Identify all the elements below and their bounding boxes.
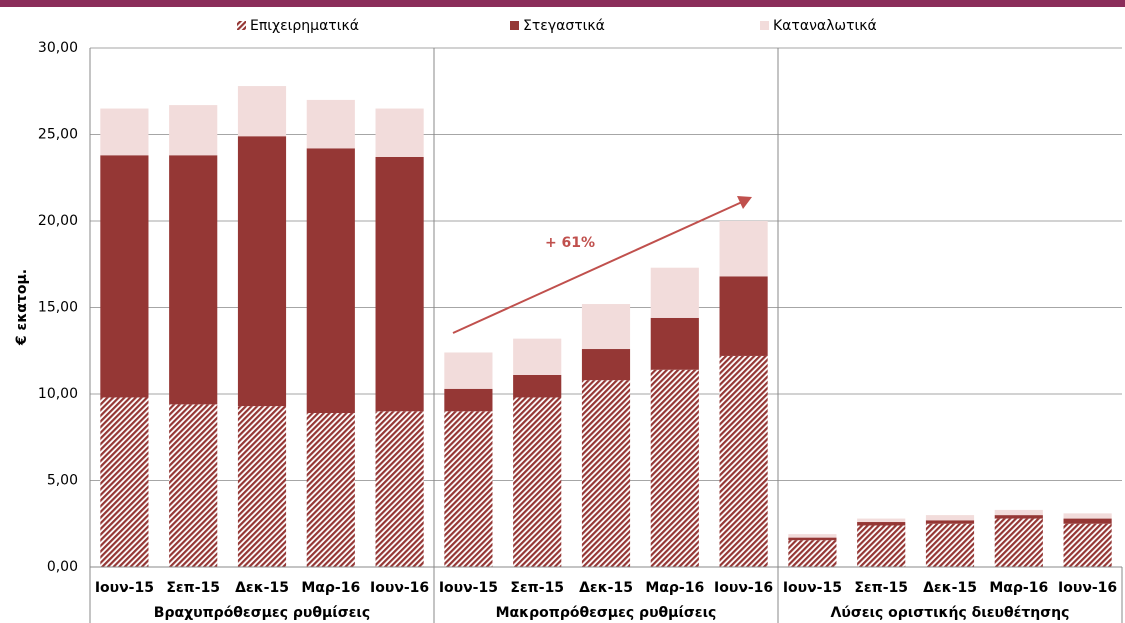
- y-tick-label: 25,00: [38, 127, 78, 143]
- x-tick-label: Σεπ-15: [510, 580, 564, 596]
- legend-swatch: [510, 21, 519, 30]
- x-tick-label: Ιουν-16: [370, 580, 429, 596]
- x-tick-label: Δεκ-15: [579, 580, 633, 596]
- bar-segment: [100, 397, 149, 567]
- bar-segment: [306, 413, 355, 567]
- bar-segment: [719, 355, 768, 567]
- bar-segment: [925, 515, 975, 521]
- bar-segment: [169, 404, 218, 567]
- x-tick-label: Σεπ-15: [166, 580, 220, 596]
- annotation: + 61%: [545, 235, 595, 251]
- group-label: Μακροπρόθεσμες ρυθμίσεις: [496, 605, 717, 621]
- bar-segment: [1063, 523, 1112, 567]
- bar-segment: [237, 86, 287, 137]
- bar-segment: [650, 317, 699, 370]
- legend-swatch: [760, 21, 769, 30]
- arrow-head: [737, 196, 752, 209]
- bar-segment: [375, 411, 424, 567]
- bar-segment: [719, 276, 768, 356]
- bar-segment: [237, 136, 287, 407]
- y-axis-label: € εκατομ.: [14, 269, 30, 346]
- legend-swatch: [237, 21, 246, 30]
- x-tick-label: Ιουν-16: [714, 580, 773, 596]
- x-tick-label: Δεκ-15: [235, 580, 289, 596]
- bar-segment: [581, 349, 631, 381]
- x-tick-label: Ιουν-15: [439, 580, 498, 596]
- top-band: [0, 0, 1125, 7]
- y-tick-label: 0,00: [47, 559, 78, 575]
- bar-segment: [306, 148, 355, 414]
- bar-segment: [581, 380, 631, 567]
- bar-segment: [650, 369, 699, 567]
- trend-arrow: [452, 201, 743, 334]
- x-tick-label: Σεπ-15: [854, 580, 908, 596]
- plot: 0,00 5,00 10,00 15,00 20,00 25,00 30,00 Ιουν-15…: [38, 18, 1123, 623]
- group-label: Βραχυπρόθεσμες ρυθμίσεις: [154, 605, 370, 621]
- bar-segment: [788, 534, 837, 538]
- legend-label: Στεγαστικά: [523, 18, 605, 34]
- bar-segment: [994, 518, 1043, 567]
- bar-segment: [513, 338, 562, 375]
- bar-segment: [375, 108, 424, 157]
- bar-segment: [650, 267, 699, 318]
- legend-label: Επιχειρηματικά: [250, 18, 359, 34]
- bar-segment: [857, 522, 906, 526]
- bar-segment: [513, 374, 562, 398]
- y-tick-label: 10,00: [38, 386, 78, 402]
- bar-segment: [925, 523, 975, 567]
- bar-segment: [994, 515, 1043, 519]
- x-tick-label: Ιουν-15: [783, 580, 842, 596]
- bar-segment: [513, 397, 562, 567]
- y-tick-label: 20,00: [38, 213, 78, 229]
- bar-segment: [788, 540, 837, 567]
- bar-segment: [444, 411, 493, 567]
- bar-segment: [169, 155, 218, 405]
- bar-segment: [100, 108, 149, 156]
- x-tick-label: Ιουν-16: [1058, 580, 1117, 596]
- bar-segment: [1063, 513, 1112, 519]
- bar-segment: [857, 518, 906, 523]
- x-tick-label: Μαρ-16: [989, 580, 1048, 596]
- group-label: Λύσεις οριστικής διευθέτησης: [831, 605, 1070, 621]
- x-tick-label: Μαρ-16: [301, 580, 360, 596]
- x-tick-label: Δεκ-15: [923, 580, 977, 596]
- legend-label: Καταναλωτικά: [773, 18, 877, 34]
- bar-segment: [719, 221, 768, 277]
- y-tick-label: 30,00: [38, 40, 78, 56]
- bar-segment: [788, 537, 837, 541]
- bar-segment: [1063, 518, 1112, 524]
- bar-segment: [169, 105, 218, 156]
- bar-segment: [375, 156, 424, 412]
- bar-segment: [444, 388, 493, 412]
- y-tick-label: 15,00: [38, 300, 78, 316]
- bar-segment: [857, 525, 906, 567]
- bar-segment: [925, 520, 975, 524]
- bar-segment: [444, 352, 493, 389]
- bar-segment: [994, 509, 1043, 516]
- x-tick-label: Ιουν-15: [95, 580, 154, 596]
- y-tick-label: 5,00: [47, 473, 78, 489]
- bar-segment: [581, 304, 631, 350]
- bar-segment: [237, 406, 287, 567]
- bar-segment: [306, 99, 355, 149]
- bar-segment: [100, 155, 149, 398]
- x-tick-label: Μαρ-16: [645, 580, 704, 596]
